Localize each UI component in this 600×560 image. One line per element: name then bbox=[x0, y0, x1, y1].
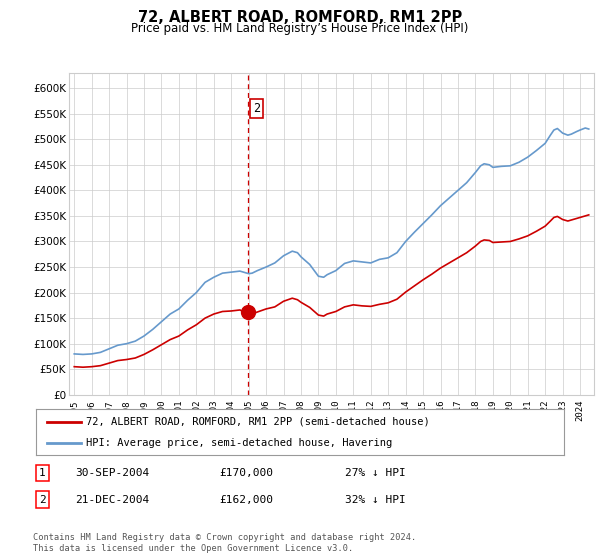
Text: 30-SEP-2004: 30-SEP-2004 bbox=[75, 468, 149, 478]
Text: Contains HM Land Registry data © Crown copyright and database right 2024.
This d: Contains HM Land Registry data © Crown c… bbox=[33, 533, 416, 553]
Text: 72, ALBERT ROAD, ROMFORD, RM1 2PP: 72, ALBERT ROAD, ROMFORD, RM1 2PP bbox=[138, 10, 462, 25]
Text: £162,000: £162,000 bbox=[219, 494, 273, 505]
Text: HPI: Average price, semi-detached house, Havering: HPI: Average price, semi-detached house,… bbox=[86, 438, 392, 448]
Text: £170,000: £170,000 bbox=[219, 468, 273, 478]
Text: 27% ↓ HPI: 27% ↓ HPI bbox=[345, 468, 406, 478]
Text: 1: 1 bbox=[39, 468, 46, 478]
Text: 32% ↓ HPI: 32% ↓ HPI bbox=[345, 494, 406, 505]
Text: 21-DEC-2004: 21-DEC-2004 bbox=[75, 494, 149, 505]
Text: 72, ALBERT ROAD, ROMFORD, RM1 2PP (semi-detached house): 72, ALBERT ROAD, ROMFORD, RM1 2PP (semi-… bbox=[86, 417, 430, 427]
Text: Price paid vs. HM Land Registry’s House Price Index (HPI): Price paid vs. HM Land Registry’s House … bbox=[131, 22, 469, 35]
Text: 2: 2 bbox=[253, 101, 260, 115]
Text: 2: 2 bbox=[39, 494, 46, 505]
